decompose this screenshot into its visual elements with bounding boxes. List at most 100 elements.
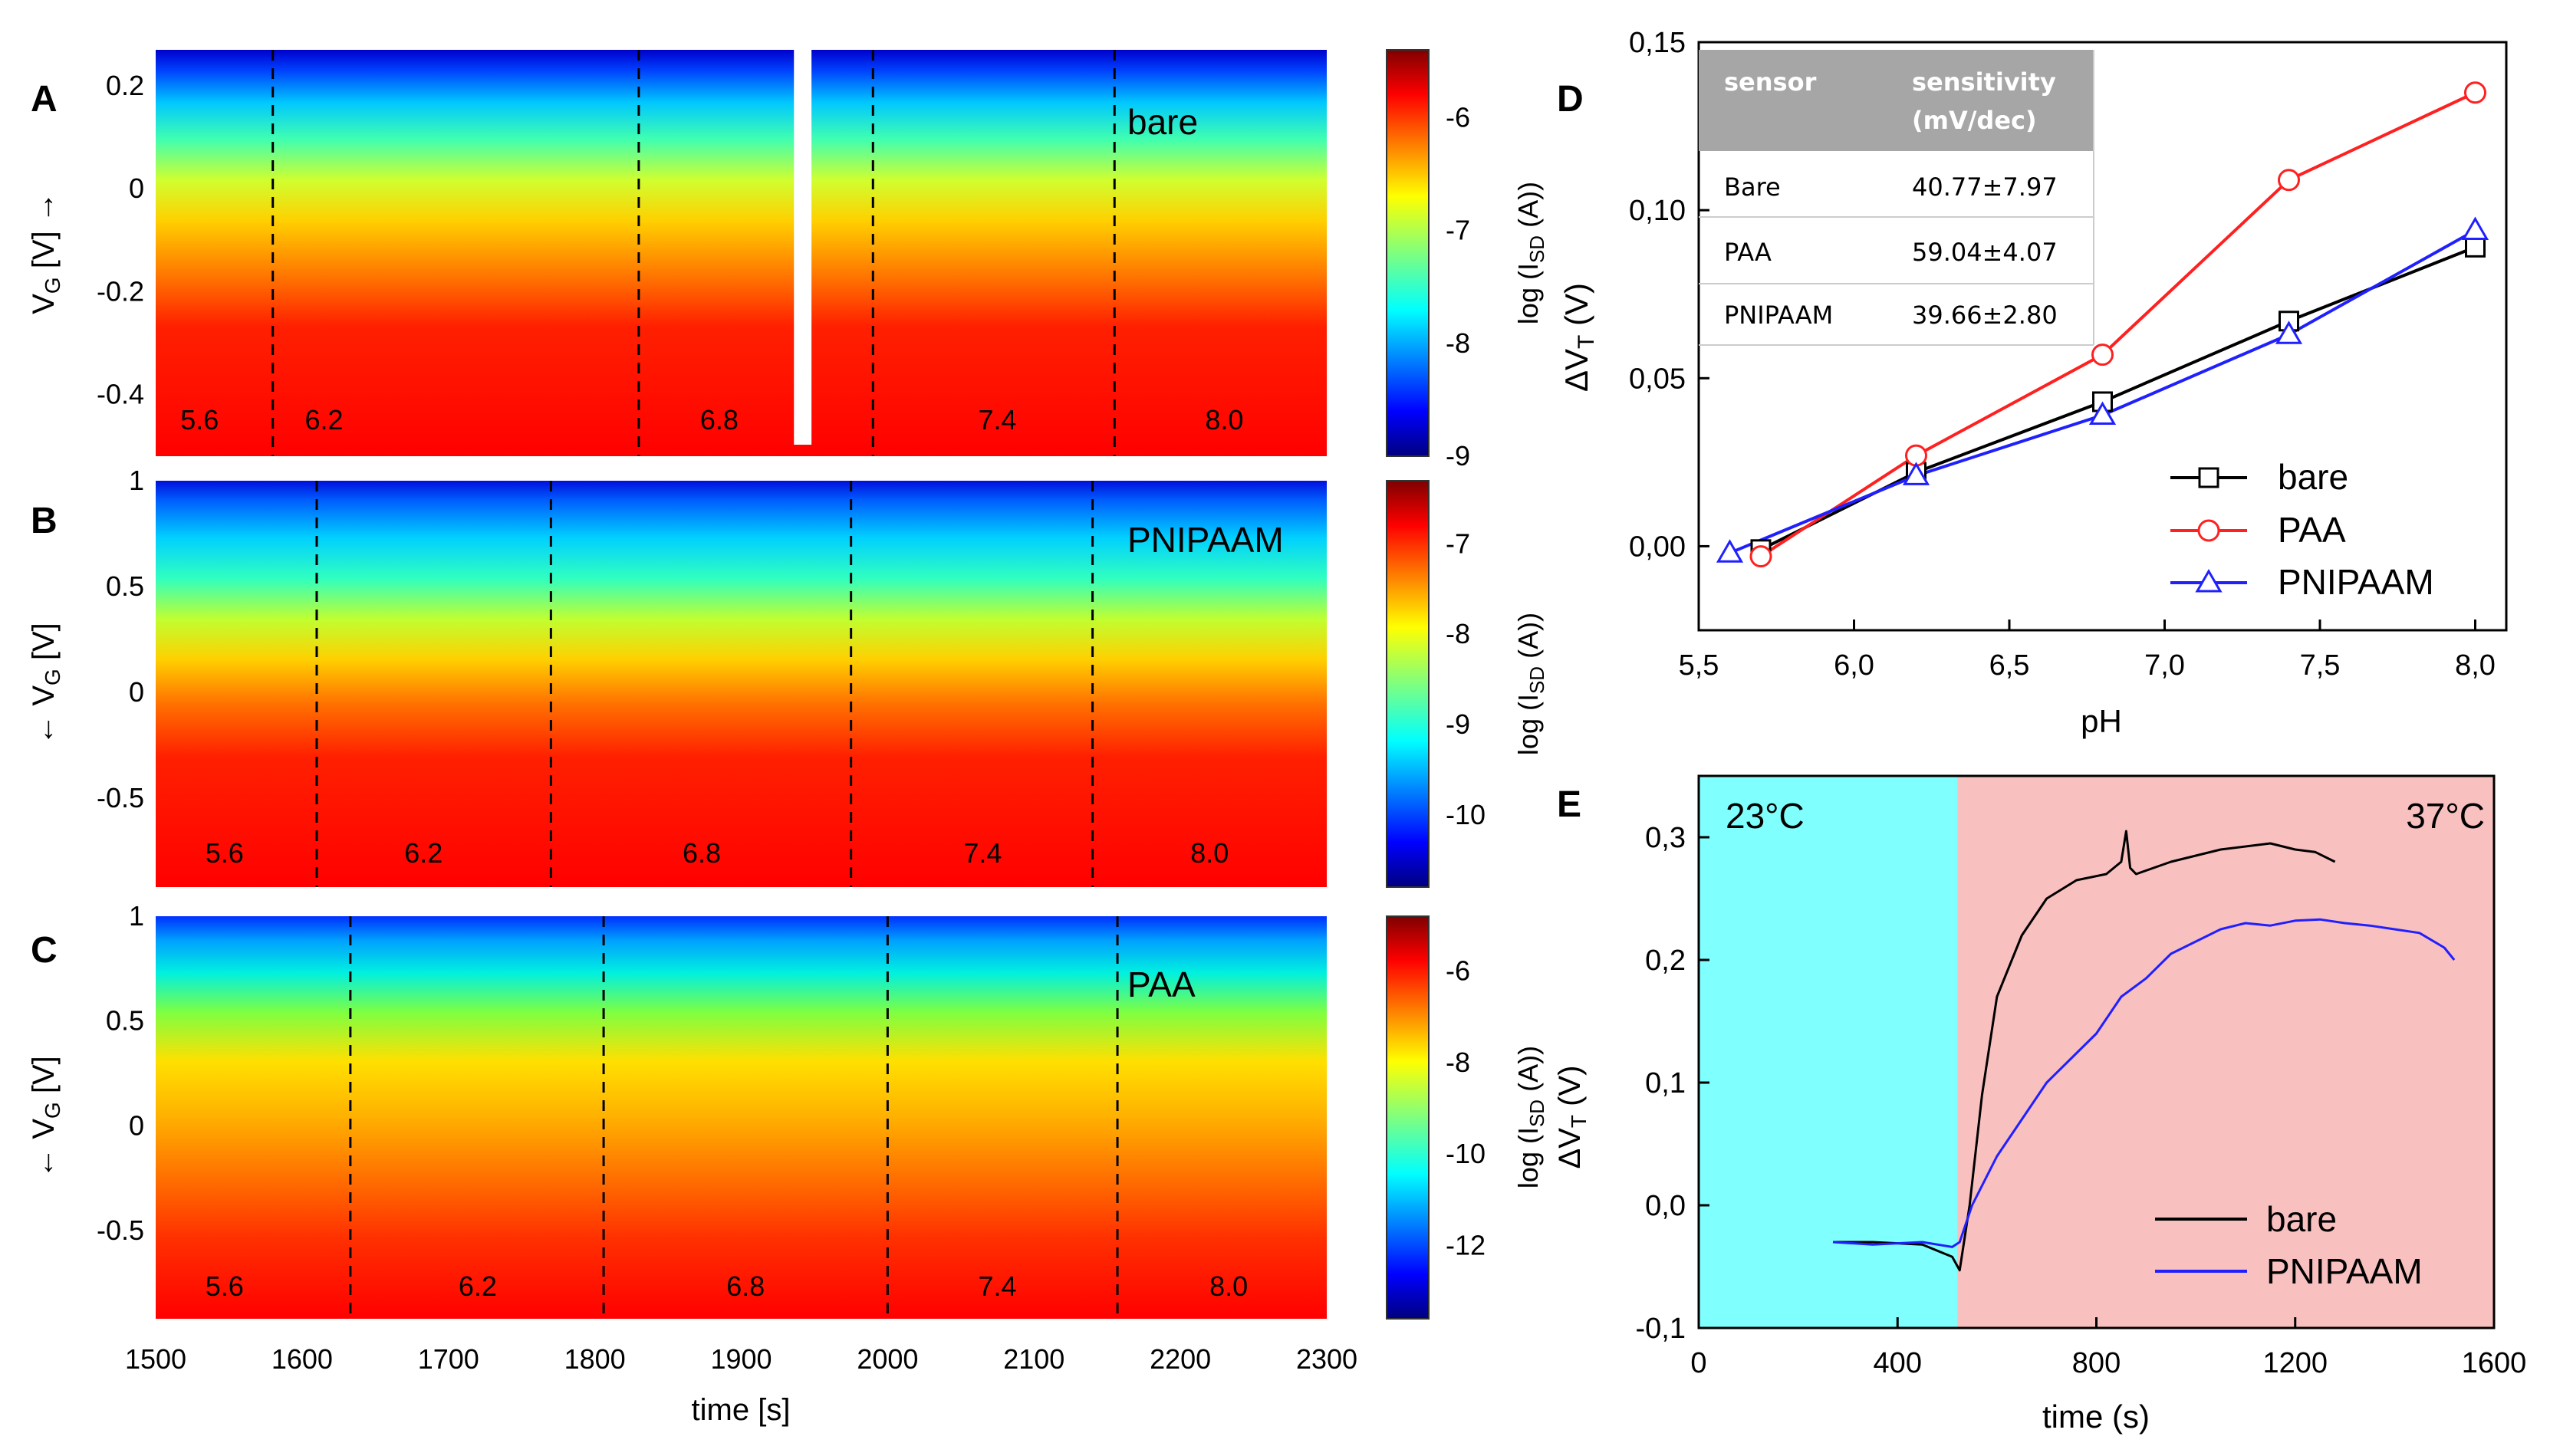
heatmap-a-title: bare — [1127, 102, 1198, 142]
heatmap-b-ph-labels: 5.6 6.2 6.8 7.4 8.0 — [206, 837, 1229, 869]
xtick-d-6: 8,0 — [2455, 649, 2496, 682]
legend-d-bare-label: bare — [2278, 457, 2348, 497]
xtick-d-3: 6,5 — [1989, 649, 2030, 682]
heatmap-a-dashed-lines — [271, 50, 1116, 456]
point-d-paa-1 — [1749, 545, 1772, 568]
plot-e-xticks: 0 400 800 1200 1600 — [1690, 1347, 2526, 1379]
colorbar-b-ticks: -7 -8 -9 -10 — [1446, 528, 1486, 830]
plot-d-ylabel: ΔVT (V) — [1558, 283, 1599, 392]
table-cell-sensor-3: PNIPAAM — [1724, 301, 1833, 330]
ph-label-c-1: 5.6 — [206, 1270, 244, 1302]
point-d-paa-5 — [2464, 81, 2486, 104]
colorbar-a — [1386, 49, 1430, 457]
point-d-pnipaam-4 — [2275, 320, 2303, 344]
ytick-a-2: 0 — [129, 173, 144, 204]
xtick-c-8: 2200 — [1150, 1343, 1211, 1375]
ytick-d-1: 0,00 — [1629, 531, 1686, 563]
heatmap-c-ylabel: ← VG [V] — [27, 1056, 64, 1178]
ph-label-a-4: 7.4 — [979, 404, 1017, 435]
heatmap-c-xlabel: time [s] — [692, 1393, 791, 1427]
xtick-c-1: 1500 — [125, 1343, 186, 1375]
cbtick-b-1: -7 — [1446, 528, 1470, 559]
ytick-e-1: -0,1 — [1636, 1313, 1686, 1345]
heatmap-b — [156, 481, 1327, 887]
panel-letter-e: E — [1557, 784, 1581, 825]
cbtick-b-3: -9 — [1446, 708, 1470, 740]
ph-label-a-2: 6.2 — [304, 404, 343, 435]
ytick-d-4: 0,15 — [1629, 27, 1686, 59]
xtick-d-5: 7,5 — [2300, 649, 2341, 682]
table-cell-sensitivity-2: 59.04±4.07 — [1912, 238, 2058, 267]
cbtick-c-3: -10 — [1446, 1138, 1486, 1169]
ytick-b-2: 0.5 — [106, 570, 144, 602]
ph-label-b-3: 6.8 — [683, 837, 721, 869]
table-header-bg — [1699, 50, 2094, 151]
ytick-b-3: 0 — [129, 676, 144, 708]
xtick-c-6: 2000 — [857, 1343, 918, 1375]
colorbar-c-ticks: -6 -8 -10 -12 — [1446, 955, 1486, 1261]
heatmap-b-dashed-lines — [315, 481, 1094, 887]
panel-c: C 5.6 6.2 6.8 7.4 8.0 PAA 1 0.5 0 -0.5 1… — [27, 900, 1591, 1427]
xtick-c-2: 1600 — [271, 1343, 333, 1375]
xtick-d-2: 6,0 — [1834, 649, 1874, 682]
cbtick-c-1: -6 — [1446, 955, 1470, 987]
heatmap-a-ph-labels: 5.6 6.2 6.8 7.4 8.0 — [180, 404, 1243, 435]
ytick-c-4: -0.5 — [97, 1214, 144, 1246]
cbtick-c-4: -12 — [1446, 1230, 1486, 1261]
ytick-e-5: 0,3 — [1645, 822, 1686, 854]
colorbar-a-ticks: -6 -7 -8 -9 — [1446, 101, 1470, 472]
ph-label-c-3: 6.8 — [726, 1270, 765, 1302]
xtick-c-3: 1700 — [418, 1343, 479, 1375]
heatmap-c-dashed-lines — [349, 916, 1119, 1319]
xtick-c-9: 2300 — [1296, 1343, 1357, 1375]
ph-label-c-5: 8.0 — [1209, 1270, 1248, 1302]
panel-e: E 23°C 37°C -0,1 0,0 0,1 0,2 0,3 0 400 8… — [1557, 774, 2526, 1435]
ytick-d-2: 0,05 — [1629, 363, 1686, 395]
colorbar-b-label: log (ISD (A)) — [1512, 613, 1548, 755]
heatmap-b-title: PNIPAAM — [1127, 520, 1284, 560]
plot-d-yticks: 0,00 0,05 0,10 0,15 — [1629, 27, 1686, 563]
ytick-b-1: 1 — [129, 465, 144, 496]
xtick-d-4: 7,0 — [2144, 649, 2185, 682]
cbtick-a-1: -6 — [1446, 101, 1470, 133]
table-header-sensitivity: sensitivity — [1912, 67, 2056, 97]
table-header-unit: (mV/dec) — [1912, 106, 2037, 135]
heatmap-a — [156, 50, 1327, 456]
legend-e-bare-label: bare — [2266, 1199, 2337, 1239]
point-d-pnipaam-5 — [2461, 216, 2489, 240]
xtick-e-1: 0 — [1690, 1347, 1706, 1379]
legend-e-pnipaam-label: PNIPAAM — [2266, 1251, 2423, 1291]
cbtick-a-2: -7 — [1446, 215, 1470, 246]
table-cell-sensitivity-1: 40.77±7.97 — [1912, 173, 2058, 202]
legend-d-pnipaam-label: PNIPAAM — [2278, 562, 2434, 602]
panel-a: A 5.6 6.2 6.8 7.4 8.0 bare 0.2 0 -0.2 -0… — [27, 49, 1548, 472]
region-23c-label: 23°C — [1726, 796, 1805, 836]
heatmap-a-ylabel: VG [V] → — [27, 192, 64, 314]
table-header-sensor: sensor — [1724, 67, 1817, 97]
series-line-e-pnipaam — [1832, 918, 2456, 1248]
table-cell-sensor-2: PAA — [1724, 238, 1772, 267]
heatmap-b-ylabel: ← VG [V] — [27, 623, 64, 745]
ph-label-b-5: 8.0 — [1190, 837, 1229, 869]
heatmap-a-yticks: 0.2 0 -0.2 -0.4 — [97, 70, 144, 410]
ph-label-c-4: 7.4 — [979, 1270, 1017, 1302]
heatmap-c-ph-labels: 5.6 6.2 6.8 7.4 8.0 — [206, 1270, 1248, 1302]
xtick-c-4: 1800 — [564, 1343, 626, 1375]
panel-letter-c: C — [31, 930, 58, 971]
series-line-e-bare — [1832, 830, 2336, 1272]
heatmap-c-yticks: 1 0.5 0 -0.5 — [97, 900, 144, 1246]
heatmap-c-xticks: 1500 1600 1700 1800 1900 2000 2100 2200 … — [125, 1343, 1357, 1375]
heatmap-b-yticks: 1 0.5 0 -0.5 — [97, 465, 144, 813]
xtick-c-5: 1900 — [710, 1343, 772, 1375]
ph-label-c-2: 6.2 — [459, 1270, 497, 1302]
point-d-paa-3 — [2091, 343, 2114, 366]
panel-b: B 5.6 6.2 6.8 7.4 8.0 PNIPAAM 1 0.5 0 -0… — [27, 465, 1548, 888]
ytick-a-1: 0.2 — [106, 70, 144, 101]
ph-label-b-2: 6.2 — [404, 837, 443, 869]
plot-e-frame — [1697, 774, 2496, 1329]
point-d-pnipaam-1 — [1716, 539, 1744, 563]
ytick-a-4: -0.4 — [97, 378, 144, 409]
point-d-bare-5 — [2465, 236, 2486, 258]
ph-label-b-4: 7.4 — [963, 837, 1002, 869]
